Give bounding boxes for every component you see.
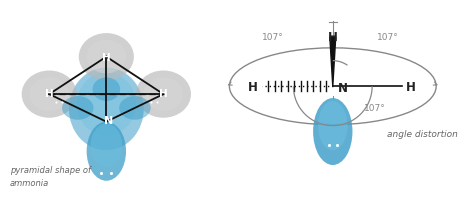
Ellipse shape <box>136 71 191 118</box>
Ellipse shape <box>69 68 144 151</box>
Ellipse shape <box>62 97 93 120</box>
Ellipse shape <box>87 122 126 181</box>
Text: H: H <box>102 52 111 62</box>
Ellipse shape <box>144 78 183 111</box>
Text: angle distortion: angle distortion <box>387 129 458 138</box>
Text: 107°: 107° <box>262 33 283 42</box>
Ellipse shape <box>87 41 126 74</box>
Text: 107°: 107° <box>377 33 399 42</box>
Ellipse shape <box>91 124 122 167</box>
Ellipse shape <box>79 34 134 81</box>
Text: H: H <box>159 89 168 99</box>
Ellipse shape <box>313 99 353 165</box>
Text: H: H <box>406 80 416 93</box>
Text: H: H <box>328 31 337 44</box>
Text: H: H <box>248 80 258 93</box>
Text: N: N <box>104 115 113 125</box>
Text: H: H <box>45 89 54 99</box>
Ellipse shape <box>22 71 77 118</box>
Ellipse shape <box>318 102 347 151</box>
Polygon shape <box>330 38 336 87</box>
Ellipse shape <box>92 78 120 102</box>
Ellipse shape <box>29 78 69 111</box>
Ellipse shape <box>119 97 151 120</box>
Ellipse shape <box>77 73 136 136</box>
Text: pyramidal shape of
ammonia: pyramidal shape of ammonia <box>10 165 91 187</box>
Text: 107°: 107° <box>365 104 386 113</box>
Text: N: N <box>337 81 348 94</box>
